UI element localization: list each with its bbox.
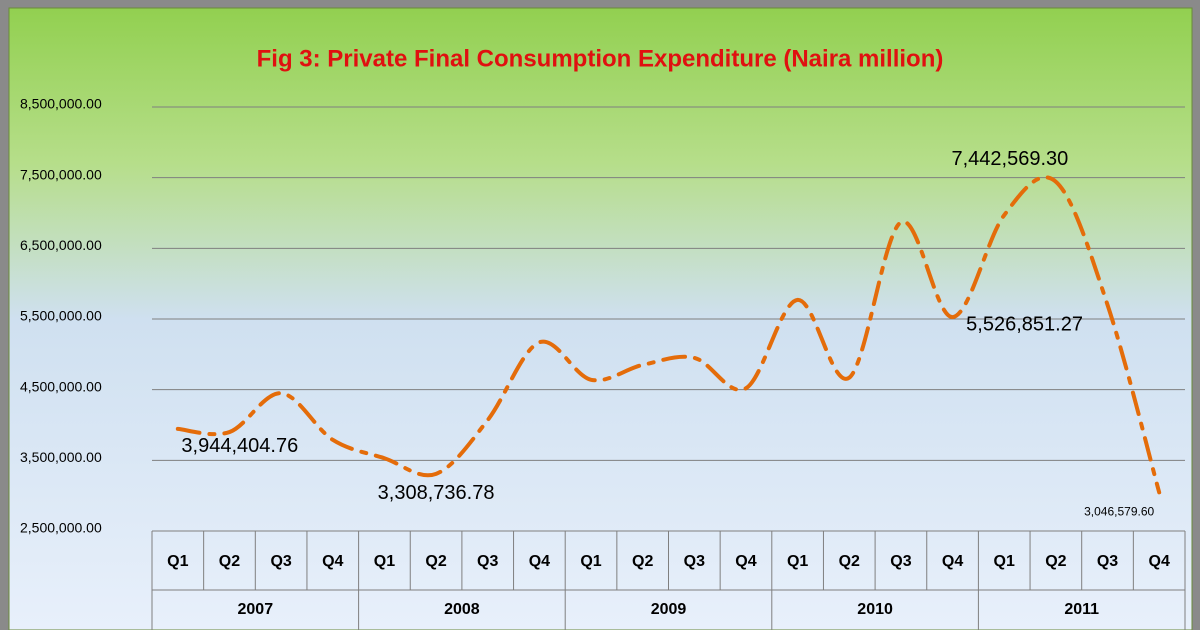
y-tick-label: 6,500,000.00 (20, 237, 102, 253)
x-tick-label: Q1 (167, 553, 188, 570)
x-tick-label: Q3 (270, 553, 291, 570)
x-group-label: 2008 (444, 601, 480, 618)
y-tick-label: 4,500,000.00 (20, 378, 102, 394)
y-tick-label: 7,500,000.00 (20, 166, 102, 182)
x-tick-label: Q2 (425, 553, 446, 570)
x-tick-label: Q4 (942, 553, 963, 570)
x-tick-label: Q1 (994, 553, 1015, 570)
data-label: 3,944,404.76 (181, 435, 298, 457)
x-group-label: 2009 (651, 601, 687, 618)
x-tick-label: Q2 (219, 553, 240, 570)
data-label: 3,046,579.60 (1084, 505, 1154, 519)
data-label: 7,442,569.30 (951, 148, 1068, 170)
x-group-label: 2007 (238, 601, 274, 618)
x-tick-label: Q3 (890, 553, 911, 570)
x-tick-label: Q2 (839, 553, 860, 570)
x-tick-label: Q2 (632, 553, 653, 570)
y-tick-label: 5,500,000.00 (20, 308, 102, 324)
data-label: 5,526,851.27 (966, 313, 1083, 335)
x-tick-label: Q1 (580, 553, 601, 570)
x-tick-label: Q3 (477, 553, 498, 570)
x-tick-label: Q4 (735, 553, 756, 570)
chart-title: Fig 3: Private Final Consumption Expendi… (257, 45, 944, 72)
x-tick-label: Q4 (1149, 553, 1170, 570)
x-tick-label: Q3 (684, 553, 705, 570)
data-label: 3,308,736.78 (378, 482, 495, 504)
x-tick-label: Q4 (322, 553, 343, 570)
x-tick-label: Q1 (787, 553, 808, 570)
series-line (175, 175, 1162, 495)
y-tick-label: 2,500,000.00 (20, 520, 102, 536)
x-tick-label: Q1 (374, 553, 395, 570)
y-tick-label: 8,500,000.00 (20, 96, 102, 112)
x-group-label: 2011 (1064, 601, 1099, 618)
x-tick-label: Q2 (1045, 553, 1066, 570)
x-tick-label: Q4 (529, 553, 550, 570)
y-tick-label: 3,500,000.00 (20, 449, 102, 465)
x-group-label: 2010 (857, 601, 893, 618)
x-tick-label: Q3 (1097, 553, 1118, 570)
